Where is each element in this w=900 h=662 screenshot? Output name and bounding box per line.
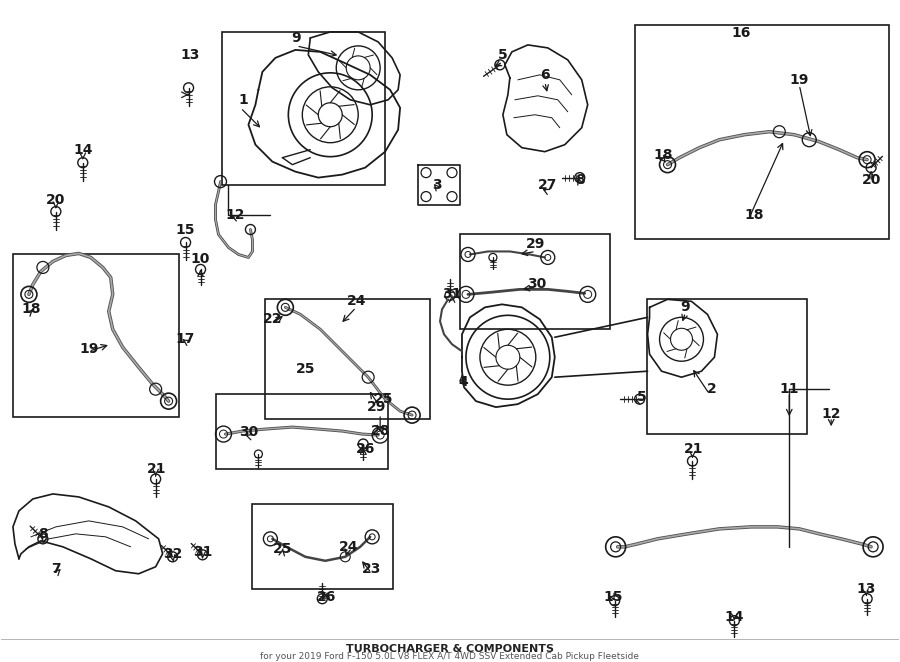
Text: 9: 9 <box>680 301 690 314</box>
Text: 28: 28 <box>371 424 390 438</box>
Text: 18: 18 <box>22 303 40 316</box>
Bar <box>252 504 393 589</box>
Text: 23: 23 <box>362 562 381 576</box>
Text: 3: 3 <box>432 177 442 191</box>
Text: 11: 11 <box>779 382 799 396</box>
Text: 24: 24 <box>346 295 366 308</box>
Text: 25: 25 <box>273 542 292 556</box>
Text: 21: 21 <box>147 462 166 476</box>
Text: 15: 15 <box>604 590 624 604</box>
Bar <box>222 32 385 185</box>
Text: 18: 18 <box>744 208 764 222</box>
Text: 20: 20 <box>861 173 881 187</box>
Text: 32: 32 <box>163 547 183 561</box>
Text: TURBOCHARGER & COMPONENTS: TURBOCHARGER & COMPONENTS <box>346 643 554 653</box>
Text: 30: 30 <box>527 277 546 291</box>
Text: 8: 8 <box>38 527 48 541</box>
Text: 14: 14 <box>724 610 744 624</box>
Text: 14: 14 <box>73 143 93 157</box>
Text: 13: 13 <box>181 48 200 62</box>
Text: 7: 7 <box>51 562 60 576</box>
Bar <box>634 25 889 240</box>
Text: 2: 2 <box>706 382 716 396</box>
Text: 31: 31 <box>442 287 462 301</box>
Bar <box>13 254 178 417</box>
Text: 26: 26 <box>356 442 375 456</box>
Text: 10: 10 <box>191 252 211 266</box>
Text: for your 2019 Ford F-150 5.0L V8 FLEX A/T 4WD SSV Extended Cab Pickup Fleetside: for your 2019 Ford F-150 5.0L V8 FLEX A/… <box>260 652 640 661</box>
Bar <box>460 234 609 329</box>
Text: 24: 24 <box>338 540 358 554</box>
Text: 19: 19 <box>789 73 809 87</box>
Bar <box>646 299 807 434</box>
Text: 19: 19 <box>79 342 98 356</box>
Text: 8: 8 <box>575 173 585 187</box>
Bar <box>266 299 430 419</box>
Text: 25: 25 <box>295 362 315 376</box>
Text: 27: 27 <box>538 177 557 191</box>
Text: 5: 5 <box>498 48 508 62</box>
Text: 21: 21 <box>684 442 703 456</box>
Text: 15: 15 <box>176 222 195 236</box>
Text: 18: 18 <box>653 148 673 162</box>
Text: 9: 9 <box>292 31 302 45</box>
Text: 13: 13 <box>857 582 876 596</box>
Text: 22: 22 <box>263 312 282 326</box>
Text: 16: 16 <box>732 26 752 40</box>
Text: 31: 31 <box>193 545 212 559</box>
Text: 5: 5 <box>636 390 646 404</box>
Text: 30: 30 <box>238 425 258 439</box>
Text: 12: 12 <box>822 407 841 421</box>
Text: 29: 29 <box>366 400 386 414</box>
Text: 12: 12 <box>226 208 245 222</box>
Text: 6: 6 <box>540 68 550 82</box>
Text: 29: 29 <box>526 238 545 252</box>
Text: 4: 4 <box>458 375 468 389</box>
Text: 1: 1 <box>238 93 248 107</box>
Text: 25: 25 <box>374 392 393 406</box>
Text: 26: 26 <box>317 590 336 604</box>
Text: 17: 17 <box>176 332 195 346</box>
Bar <box>215 394 388 469</box>
Text: 20: 20 <box>46 193 66 207</box>
